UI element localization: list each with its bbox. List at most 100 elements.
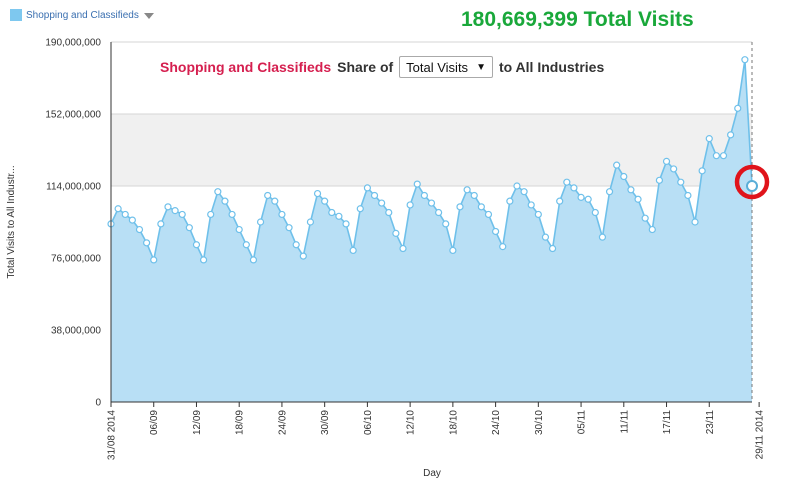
x-tick-label: 06/10 <box>363 410 374 435</box>
data-point[interactable] <box>228 210 236 219</box>
data-point[interactable] <box>662 157 671 165</box>
data-point[interactable] <box>470 191 478 200</box>
data-point[interactable] <box>121 210 129 219</box>
data-point[interactable] <box>620 172 628 181</box>
data-point[interactable] <box>605 188 614 196</box>
x-tick-label: 18/09 <box>235 410 246 435</box>
data-point[interactable] <box>214 188 222 196</box>
data-point[interactable] <box>128 216 136 224</box>
data-point[interactable] <box>207 210 215 219</box>
data-point[interactable] <box>456 203 464 211</box>
data-point[interactable] <box>513 182 521 190</box>
data-point[interactable] <box>342 220 350 228</box>
data-point[interactable] <box>221 197 229 205</box>
x-tick-label: 30/10 <box>534 410 545 435</box>
total-visits-headline: 180,669,399 Total Visits <box>461 8 694 31</box>
data-point[interactable] <box>335 212 343 220</box>
chevron-down-icon[interactable] <box>143 13 154 19</box>
data-point[interactable] <box>684 191 692 200</box>
data-point[interactable] <box>143 239 151 247</box>
x-tick-label: 05/11 <box>577 410 588 435</box>
data-point[interactable] <box>370 191 379 200</box>
data-point[interactable] <box>719 152 728 160</box>
data-point[interactable] <box>406 201 414 209</box>
data-point[interactable] <box>199 256 208 264</box>
data-point[interactable] <box>577 193 585 201</box>
data-point[interactable] <box>734 104 742 112</box>
data-point[interactable] <box>634 195 642 203</box>
data-point[interactable] <box>670 165 678 173</box>
data-point[interactable] <box>427 199 436 207</box>
data-point[interactable] <box>285 224 293 232</box>
data-point[interactable] <box>648 225 656 234</box>
share-of-label: Share of <box>337 59 394 75</box>
data-point[interactable] <box>264 191 272 200</box>
data-point[interactable] <box>641 214 649 222</box>
data-point[interactable] <box>249 256 258 264</box>
data-point[interactable] <box>570 184 578 192</box>
data-point[interactable] <box>313 189 322 198</box>
data-point[interactable] <box>534 210 542 219</box>
data-point[interactable] <box>157 220 165 228</box>
data-point[interactable] <box>164 203 172 211</box>
data-point[interactable] <box>548 244 557 253</box>
data-point[interactable] <box>399 244 407 253</box>
data-point[interactable] <box>292 241 300 249</box>
data-point[interactable] <box>242 241 250 249</box>
data-point[interactable] <box>584 195 592 203</box>
data-point[interactable] <box>492 227 500 236</box>
data-point[interactable] <box>746 180 758 192</box>
data-point[interactable] <box>356 205 364 213</box>
data-point[interactable] <box>541 233 550 241</box>
share-suffix: to All Industries <box>498 59 605 75</box>
data-point[interactable] <box>321 197 329 205</box>
data-point[interactable] <box>499 243 507 251</box>
data-point[interactable] <box>449 246 457 255</box>
data-point[interactable] <box>185 224 193 232</box>
data-point[interactable] <box>192 241 201 249</box>
data-point[interactable] <box>477 203 485 211</box>
data-point[interactable] <box>705 135 713 143</box>
data-point[interactable] <box>712 152 720 160</box>
data-point[interactable] <box>385 208 393 217</box>
data-point[interactable] <box>178 210 186 219</box>
data-point[interactable] <box>727 131 735 139</box>
data-point[interactable] <box>598 233 607 241</box>
data-point[interactable] <box>420 191 428 200</box>
data-point[interactable] <box>392 229 400 237</box>
data-point[interactable] <box>591 208 599 217</box>
data-point[interactable] <box>527 201 535 209</box>
data-point[interactable] <box>741 56 749 64</box>
data-point[interactable] <box>627 186 635 194</box>
data-point[interactable] <box>378 199 386 207</box>
data-point[interactable] <box>435 208 443 217</box>
data-point[interactable] <box>563 178 571 186</box>
data-point[interactable] <box>328 208 336 217</box>
data-point[interactable] <box>271 197 279 205</box>
data-point[interactable] <box>363 184 371 192</box>
data-point[interactable] <box>677 178 685 186</box>
data-point[interactable] <box>463 186 471 194</box>
data-point[interactable] <box>306 218 315 226</box>
data-point[interactable] <box>171 207 179 215</box>
legend-toggle[interactable]: Shopping and Classifieds <box>10 8 154 22</box>
data-point[interactable] <box>235 225 243 234</box>
data-point[interactable] <box>655 176 664 184</box>
data-point[interactable] <box>484 210 493 219</box>
data-point[interactable] <box>349 246 357 255</box>
data-point[interactable] <box>278 210 286 219</box>
data-point[interactable] <box>150 256 158 264</box>
data-point[interactable] <box>114 205 122 213</box>
data-point[interactable] <box>698 167 706 175</box>
data-point[interactable] <box>691 218 699 226</box>
data-point[interactable] <box>506 197 514 205</box>
data-point[interactable] <box>520 188 528 196</box>
data-point[interactable] <box>556 197 564 205</box>
metric-dropdown[interactable]: Total Visits ▼ <box>399 56 493 78</box>
data-point[interactable] <box>613 161 621 169</box>
data-point[interactable] <box>413 180 421 188</box>
data-point[interactable] <box>135 225 144 234</box>
data-point[interactable] <box>299 252 307 260</box>
data-point[interactable] <box>256 218 265 226</box>
data-point[interactable] <box>442 220 450 228</box>
